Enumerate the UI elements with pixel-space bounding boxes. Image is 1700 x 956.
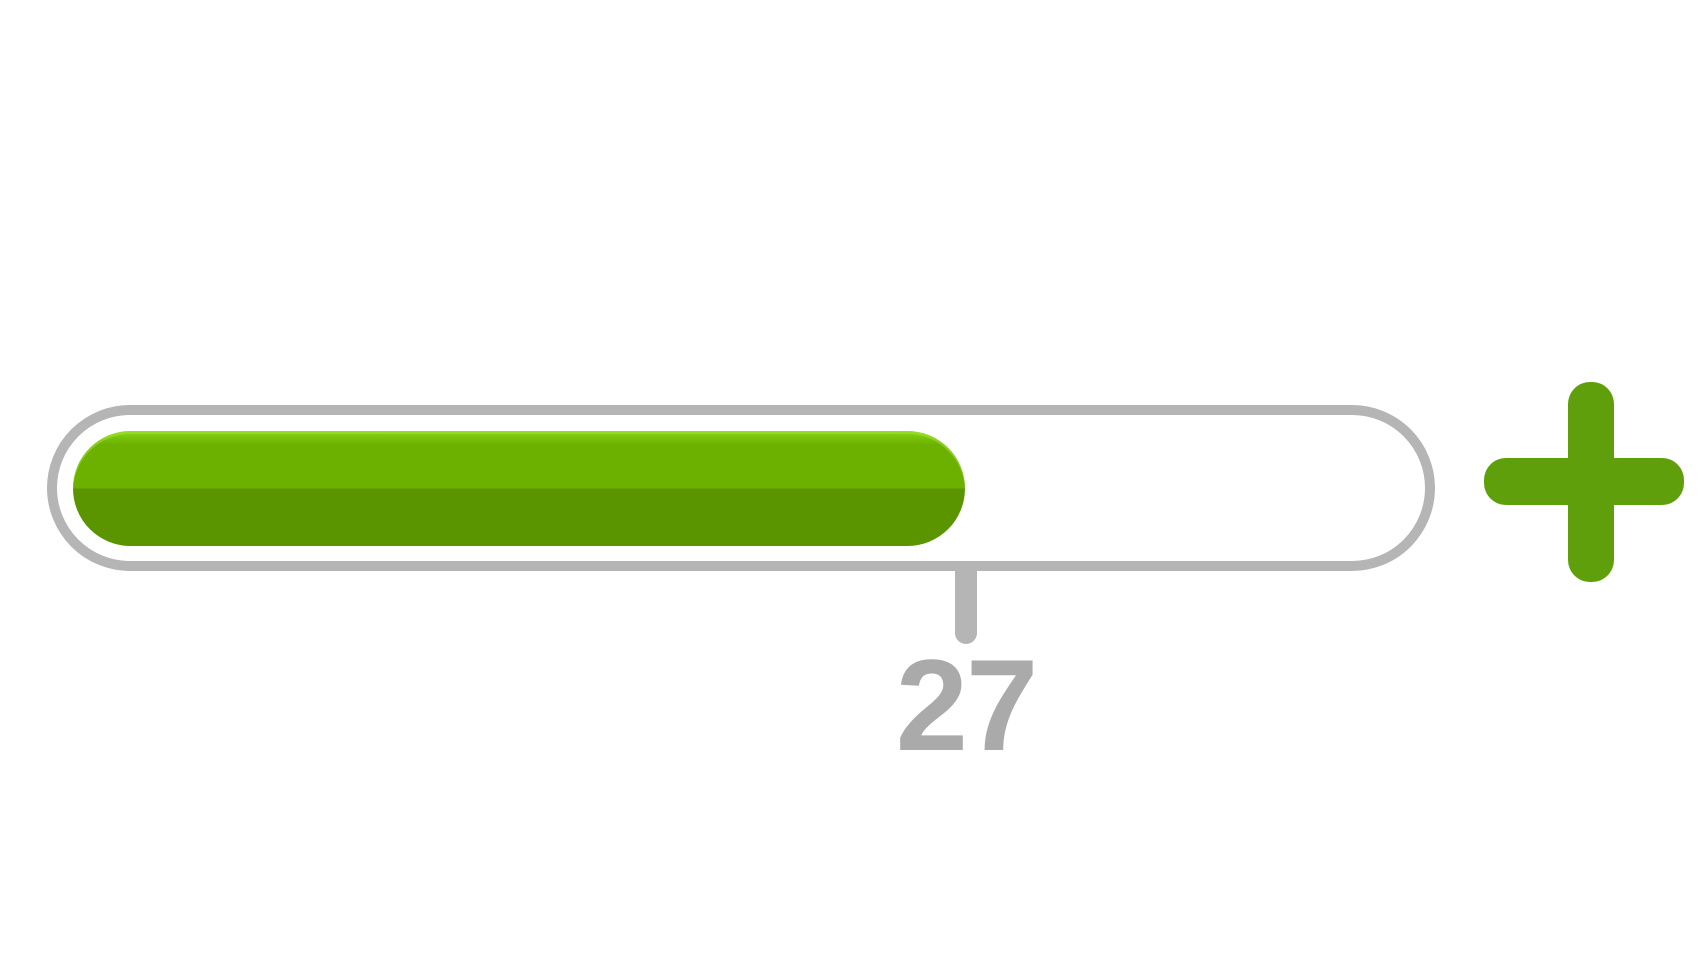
progress-fill [73, 431, 965, 546]
plus-icon [1484, 382, 1684, 582]
progress-value-marker [955, 566, 977, 644]
progress-fill-highlight [73, 431, 965, 546]
increment-button[interactable] [1484, 378, 1684, 582]
progress-value-label: 27 [895, 632, 1039, 778]
